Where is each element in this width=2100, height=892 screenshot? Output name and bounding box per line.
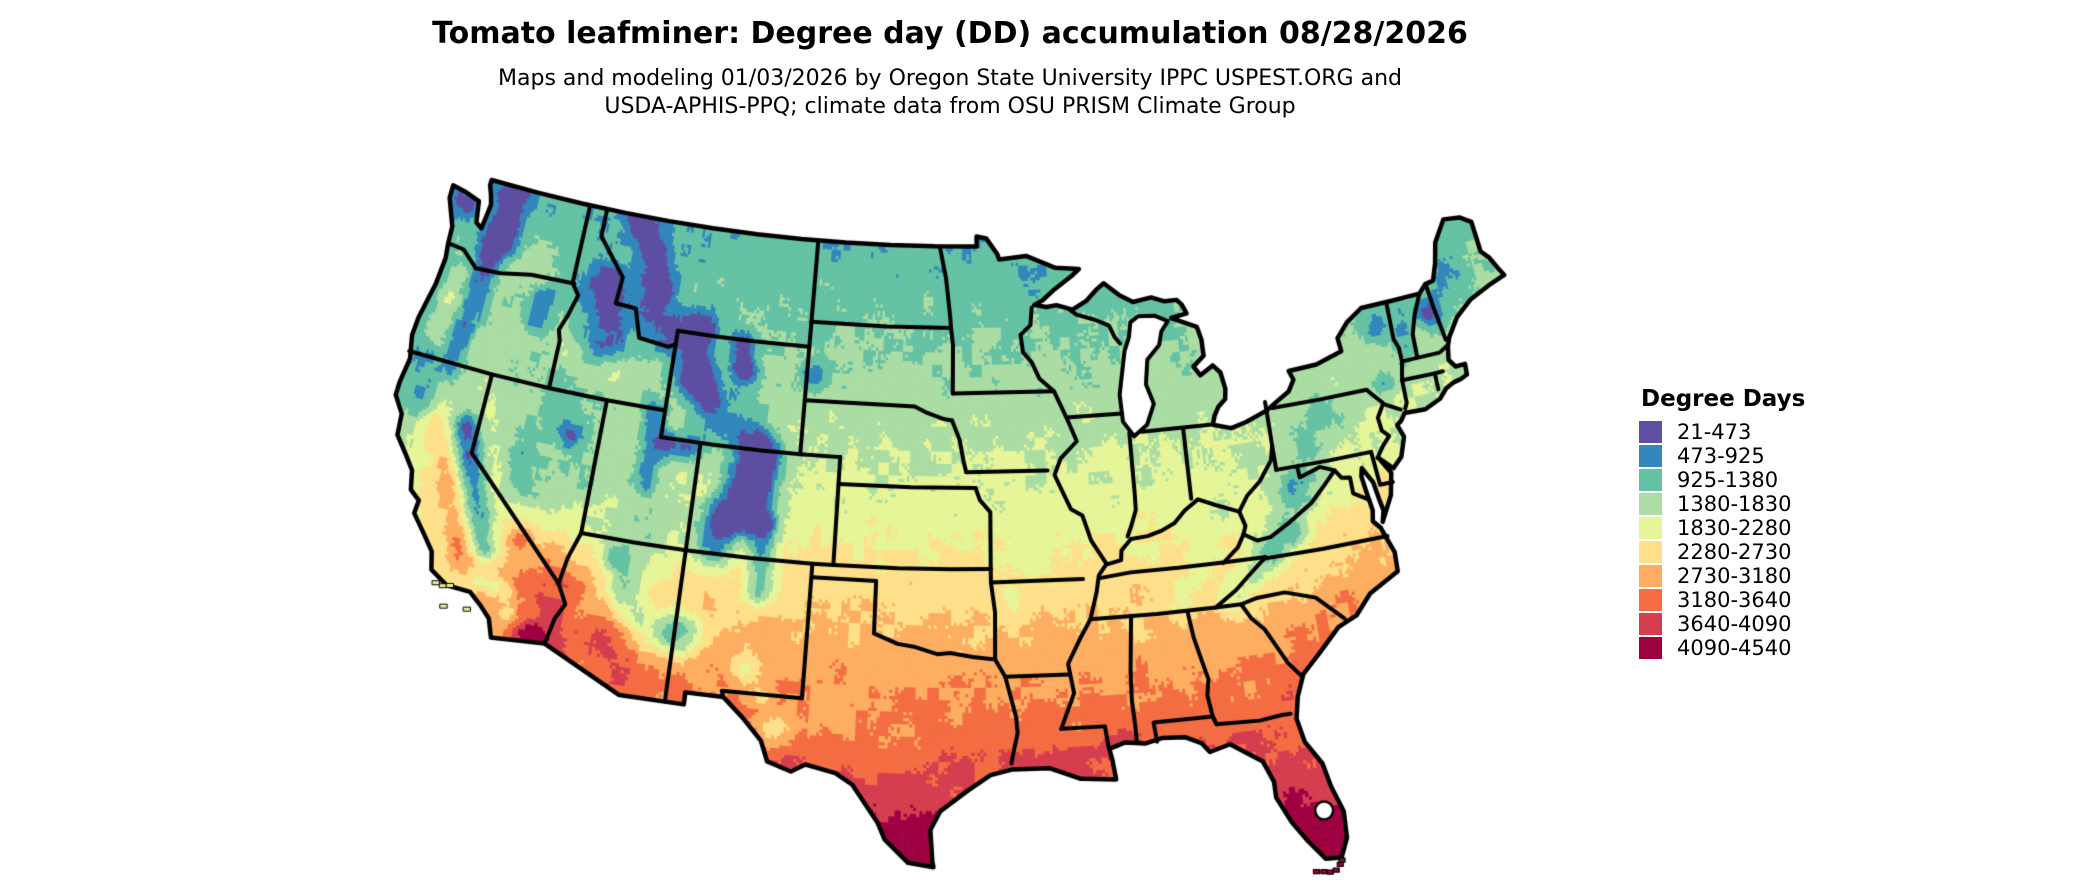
- legend-swatch: [1639, 517, 1662, 539]
- legend-swatch: [1639, 613, 1662, 635]
- legend-label: 473-925: [1677, 444, 1765, 468]
- legend-item: 925-1380: [1639, 468, 1805, 492]
- legend-label: 1380-1830: [1677, 492, 1792, 516]
- legend-item: 1830-2280: [1639, 516, 1805, 540]
- legend-swatch: [1639, 565, 1662, 587]
- legend-label: 925-1380: [1677, 468, 1779, 492]
- legend-item: 2280-2730: [1639, 540, 1805, 564]
- legend-swatch: [1639, 589, 1662, 611]
- legend: Degree Days 21-473 473-925 925-1380 1380-18…: [1639, 386, 1805, 660]
- legend-swatch: [1639, 541, 1662, 563]
- legend-item: 2730-3180: [1639, 564, 1805, 588]
- legend-swatch: [1639, 493, 1662, 515]
- legend-label: 1830-2280: [1677, 516, 1792, 540]
- legend-item: 21-473: [1639, 420, 1805, 444]
- legend-title: Degree Days: [1641, 386, 1806, 412]
- legend-item: 4090-4540: [1639, 636, 1805, 660]
- legend-label: 2280-2730: [1677, 540, 1792, 564]
- legend-swatch: [1639, 421, 1662, 443]
- legend-label: 21-473: [1677, 420, 1752, 444]
- legend-swatch: [1639, 637, 1662, 659]
- legend-item: 3640-4090: [1639, 612, 1805, 636]
- legend-swatch: [1639, 469, 1662, 491]
- legend-item: 3180-3640: [1639, 588, 1805, 612]
- subtitle-line-2: USDA-APHIS-PPQ; climate data from OSU PR…: [604, 94, 1296, 119]
- legend-item: 1380-1830: [1639, 492, 1805, 516]
- legend-label: 2730-3180: [1677, 564, 1792, 588]
- subtitle-line-1: Maps and modeling 01/03/2026 by Oregon S…: [498, 66, 1402, 91]
- page-title: Tomato leafminer: Degree day (DD) accumu…: [432, 16, 1468, 51]
- legend-label: 4090-4540: [1677, 636, 1792, 660]
- legend-label: 3180-3640: [1677, 588, 1792, 612]
- legend-label: 3640-4090: [1677, 612, 1792, 636]
- legend-item: 473-925: [1639, 444, 1805, 468]
- legend-items: 21-473 473-925 925-1380 1380-1830 1830-2280 2…: [1639, 420, 1805, 660]
- legend-swatch: [1639, 445, 1662, 467]
- subtitle: Maps and modeling 01/03/2026 by Oregon S…: [0, 65, 1900, 121]
- header: Tomato leafminer: Degree day (DD) accumu…: [0, 16, 1900, 121]
